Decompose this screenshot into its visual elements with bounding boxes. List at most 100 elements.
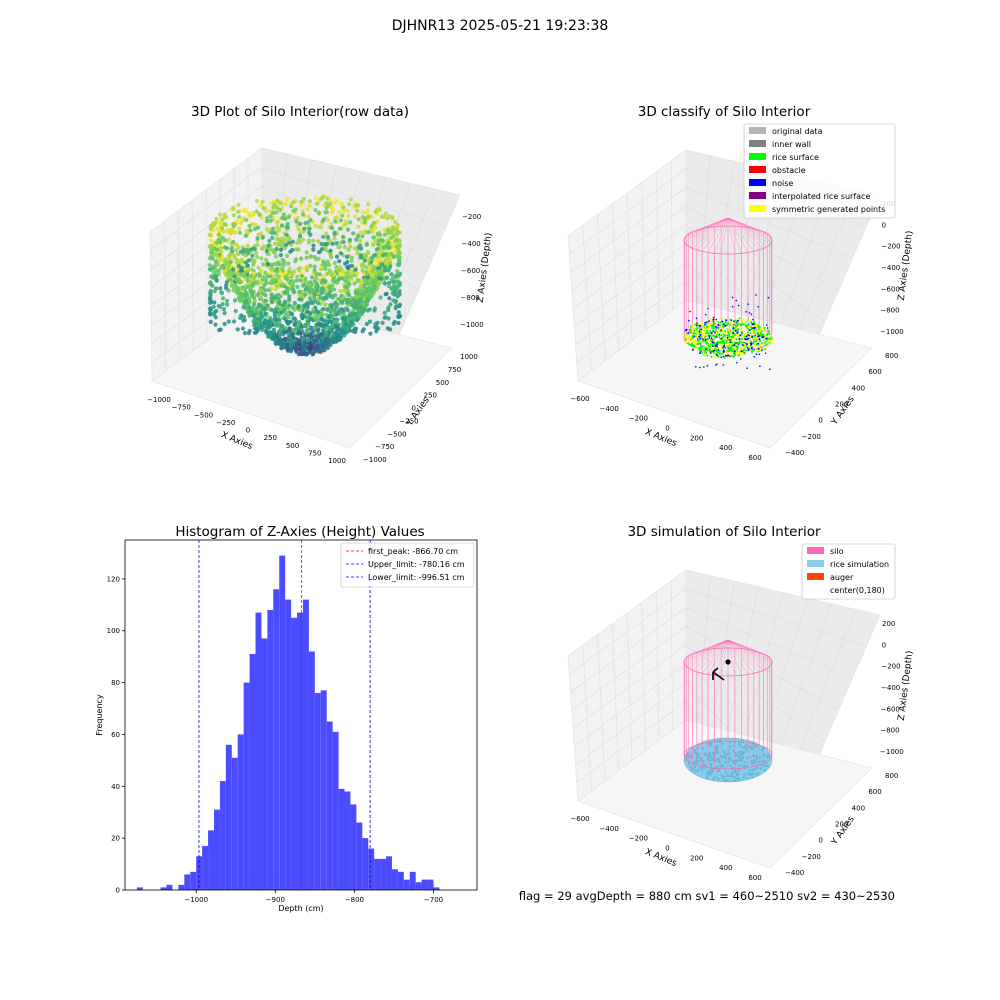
histogram-bar: [249, 654, 256, 890]
rice-point: [737, 750, 740, 754]
data-point: [323, 302, 328, 307]
silo-roof-wire: [701, 217, 729, 252]
rice-point: [746, 772, 750, 776]
data-point: [348, 197, 353, 202]
data-point: [770, 334, 773, 337]
tick-label: 600: [868, 368, 881, 376]
tick-label: 0: [818, 837, 822, 845]
rice-point: [704, 753, 707, 757]
data-point: [714, 343, 717, 346]
rice-point: [711, 753, 714, 756]
silo-roof-wire: [701, 639, 729, 674]
tick-label: 200: [835, 401, 848, 409]
data-point: [395, 222, 400, 228]
histogram-bar: [350, 804, 357, 890]
data-point: [333, 300, 338, 305]
data-point: [366, 230, 371, 235]
data-point: [347, 237, 352, 242]
data-point: [243, 260, 248, 265]
data-point: [356, 224, 361, 229]
rice-point: [745, 744, 748, 747]
data-point: [370, 269, 375, 274]
rice-point: [739, 750, 742, 753]
data-point: [301, 343, 306, 348]
data-point: [704, 351, 707, 354]
silo-roof-wire: [727, 639, 764, 671]
data-point: [722, 333, 725, 336]
data-point: [264, 209, 269, 214]
auger-marker: [712, 659, 731, 681]
rice-point: [745, 748, 749, 751]
panel4-xlabel: X Axies: [643, 847, 678, 869]
silo-roof-wire: [727, 217, 736, 254]
histogram-bar: [380, 858, 387, 890]
silo-roof-wire: [720, 639, 729, 649]
data-point: [220, 301, 225, 307]
rice-point: [766, 764, 770, 768]
data-point: [325, 235, 331, 240]
tick-label: −800: [880, 307, 899, 315]
data-point: [288, 343, 293, 348]
data-point: [727, 334, 730, 337]
panel-simulation-3d: 3D simulation of Silo Interior −600−400−…: [567, 524, 915, 882]
data-point: [320, 286, 325, 291]
rice-point: [748, 768, 751, 772]
data-point: [693, 341, 696, 344]
data-point: [328, 248, 333, 253]
data-point: [710, 325, 713, 328]
data-point: [210, 274, 215, 279]
data-point: [755, 343, 758, 346]
rice-point: [689, 765, 693, 768]
data-point: [210, 283, 215, 288]
data-point: [347, 313, 352, 318]
panel-classify-3d: 3D classify of Silo Interior −600 −400 −20…: [567, 104, 915, 462]
rice-point: [691, 767, 694, 771]
noise-point: [748, 312, 751, 314]
data-point: [341, 205, 346, 210]
y-tick-label: 80: [111, 679, 120, 687]
noise-point: [753, 356, 756, 358]
noise-point: [740, 358, 742, 360]
data-point: [386, 284, 391, 289]
data-point: [736, 324, 739, 327]
data-point: [221, 229, 226, 234]
data-point: [283, 299, 288, 304]
data-point: [352, 327, 357, 332]
rice-point: [727, 749, 730, 752]
data-point: [744, 342, 747, 344]
tick-label: 200: [882, 620, 895, 628]
grid-line: [570, 187, 687, 273]
data-point: [268, 286, 274, 291]
data-point: [360, 215, 365, 220]
data-point: [736, 328, 739, 331]
data-point: [697, 342, 700, 345]
data-point: [343, 261, 348, 266]
data-point: [710, 332, 713, 335]
data-point: [280, 215, 285, 221]
data-point: [299, 352, 304, 357]
data-point: [358, 238, 363, 243]
data-point: [327, 238, 332, 243]
data-point: [258, 311, 264, 316]
data-point: [230, 227, 235, 232]
data-point: [271, 226, 276, 231]
data-point: [338, 265, 343, 270]
data-point: [388, 236, 394, 241]
data-point: [353, 203, 358, 208]
rice-point: [750, 747, 753, 751]
legend-label: obstacle: [772, 166, 806, 175]
rice-point: [752, 772, 755, 775]
data-point: [393, 220, 398, 225]
data-point: [246, 331, 251, 336]
data-point: [712, 327, 715, 330]
noise-point: [695, 317, 698, 320]
rice-point: [756, 772, 760, 775]
data-point: [277, 227, 282, 232]
data-point: [749, 336, 752, 338]
data-point: [356, 217, 361, 222]
data-point: [302, 323, 307, 329]
silo-roof-wire: [707, 217, 729, 253]
data-point: [280, 266, 285, 272]
data-point: [739, 354, 742, 357]
data-point: [376, 206, 382, 211]
